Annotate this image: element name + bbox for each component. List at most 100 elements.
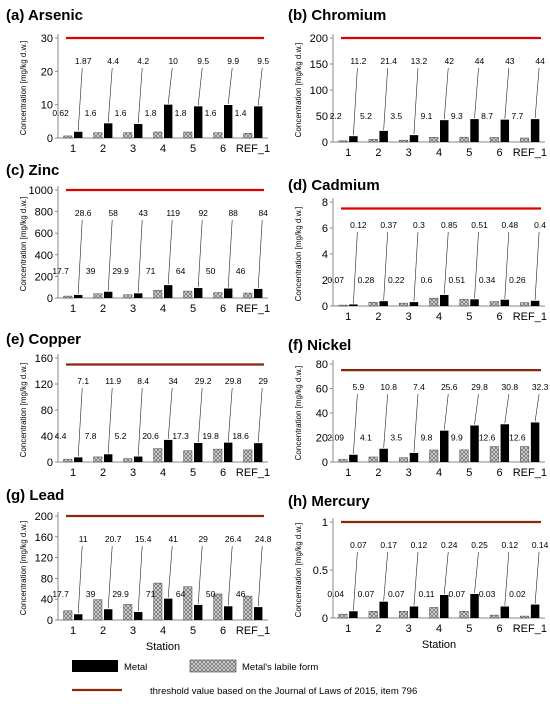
- bar-labile: [243, 595, 253, 621]
- bar-labile: [489, 137, 499, 143]
- bar-labile: [153, 582, 163, 621]
- y-tick-label: 40: [41, 594, 53, 606]
- data-label-metal: 43: [138, 208, 148, 218]
- bar-metal: [224, 442, 233, 462]
- x-tick-label: 1: [345, 623, 351, 635]
- y-tick-label: 0: [47, 293, 53, 305]
- data-label-labile: 1.8: [175, 108, 187, 118]
- y-tick-label: 0: [322, 613, 328, 625]
- bar-labile: [243, 292, 253, 299]
- data-label-metal: 9.5: [257, 56, 269, 66]
- data-label-metal: 11.2: [350, 56, 366, 66]
- bar-labile: [520, 446, 530, 463]
- pointer-line: [227, 387, 233, 442]
- bar-metal: [164, 285, 173, 298]
- x-tick-label: 2: [375, 147, 381, 159]
- pointer-line: [413, 231, 419, 302]
- pointer-line: [383, 393, 388, 448]
- y-tick-label: 0.5: [313, 565, 328, 577]
- data-label-labile: 20.6: [142, 431, 159, 441]
- bar-labile: [183, 586, 193, 621]
- bar-labile: [183, 131, 193, 139]
- data-label-metal: 7.1: [77, 376, 89, 386]
- data-label-labile: 29.9: [112, 589, 129, 599]
- data-label-labile: 0.62: [52, 108, 69, 118]
- bar-metal: [164, 598, 173, 620]
- bar-labile: [183, 450, 193, 463]
- bar-metal: [194, 288, 203, 298]
- bar-metal: [349, 611, 358, 618]
- data-label-metal: 0.51: [471, 220, 488, 230]
- chart-panel-8: (h) Mercury Concentration [mg/kg d.w.] 0 0.…: [288, 493, 549, 651]
- bar-labile: [368, 456, 378, 463]
- bar-metal: [500, 424, 510, 462]
- y-axis-label: Concentration [mg/kg d.w.]: [294, 523, 303, 618]
- pointer-line: [504, 393, 510, 424]
- bar-metal: [379, 301, 388, 306]
- data-label-labile: 3.5: [390, 111, 402, 121]
- legend-metal-label: Metal: [124, 662, 147, 673]
- bar-labile: [338, 613, 348, 619]
- bar-metal: [194, 604, 203, 620]
- data-label-metal: 8.4: [137, 376, 149, 386]
- data-label-labile: 4.1: [360, 432, 372, 442]
- pointer-line: [474, 393, 479, 425]
- x-tick-label: REF_1: [236, 467, 270, 479]
- pointer-line: [167, 545, 173, 598]
- x-tick-label: 3: [406, 623, 412, 635]
- pointer-line: [474, 551, 479, 594]
- x-tick-label: 3: [406, 311, 412, 323]
- bar-labile: [153, 448, 163, 463]
- x-tick-label: 3: [406, 467, 412, 479]
- data-label-labile: 12.6: [509, 432, 526, 442]
- y-tick-label: 150: [310, 59, 328, 71]
- x-tick-label: 4: [160, 625, 166, 637]
- y-tick-label: 80: [41, 405, 53, 417]
- pointer-line: [353, 231, 358, 304]
- pointer-line: [413, 393, 419, 452]
- data-label-metal: 29.8: [225, 376, 242, 386]
- data-label-labile: 3.5: [390, 432, 402, 442]
- data-label-metal: 88: [228, 208, 238, 218]
- x-tick-label: 3: [130, 625, 136, 637]
- y-tick-label: 1: [322, 517, 328, 529]
- data-label-metal: 4.4: [107, 56, 119, 66]
- data-label-metal: 0.14: [532, 540, 549, 550]
- data-label-metal: 0.17: [380, 540, 397, 550]
- y-tick-label: 4: [322, 249, 328, 261]
- data-label-metal: 0.4: [534, 220, 546, 230]
- y-tick-label: 200: [35, 271, 53, 283]
- data-label-metal: 32.3: [532, 382, 549, 392]
- x-tick-label: 4: [436, 147, 442, 159]
- data-label-labile: 0.34: [479, 275, 496, 285]
- data-label-metal: 0.85: [441, 220, 458, 230]
- x-tick-label: 1: [70, 625, 76, 637]
- data-label-labile: 50: [206, 266, 216, 276]
- data-label-labile: 0.07: [449, 589, 466, 599]
- data-label-metal: 0.3: [413, 220, 425, 230]
- y-tick-label: 0: [322, 301, 328, 313]
- bar-labile: [93, 293, 103, 299]
- pointer-line: [504, 551, 510, 606]
- x-tick-label: 3: [130, 467, 136, 479]
- y-tick-label: 10: [41, 100, 53, 112]
- x-tick-label: 6: [497, 311, 503, 323]
- y-tick-label: 160: [35, 532, 53, 544]
- y-tick-label: 0: [322, 457, 328, 469]
- data-label-metal: 0.12: [350, 220, 367, 230]
- data-label-labile: 5.2: [360, 111, 372, 121]
- y-tick-label: 160: [35, 353, 53, 365]
- y-axis-label: Concentration [mg/kg d.w.]: [19, 197, 28, 292]
- data-label-metal: 15.4: [135, 534, 152, 544]
- bar-labile: [123, 132, 133, 139]
- data-label-labile: 1.6: [115, 108, 127, 118]
- bar-metal: [530, 300, 540, 306]
- x-tick-label: 6: [497, 623, 503, 635]
- data-label-labile: 7.8: [85, 431, 97, 441]
- data-label-labile: 1.8: [145, 108, 157, 118]
- x-tick-label: 4: [436, 467, 442, 479]
- bar-metal: [379, 448, 388, 462]
- x-tick-label: 4: [160, 143, 166, 155]
- bar-metal: [500, 606, 510, 618]
